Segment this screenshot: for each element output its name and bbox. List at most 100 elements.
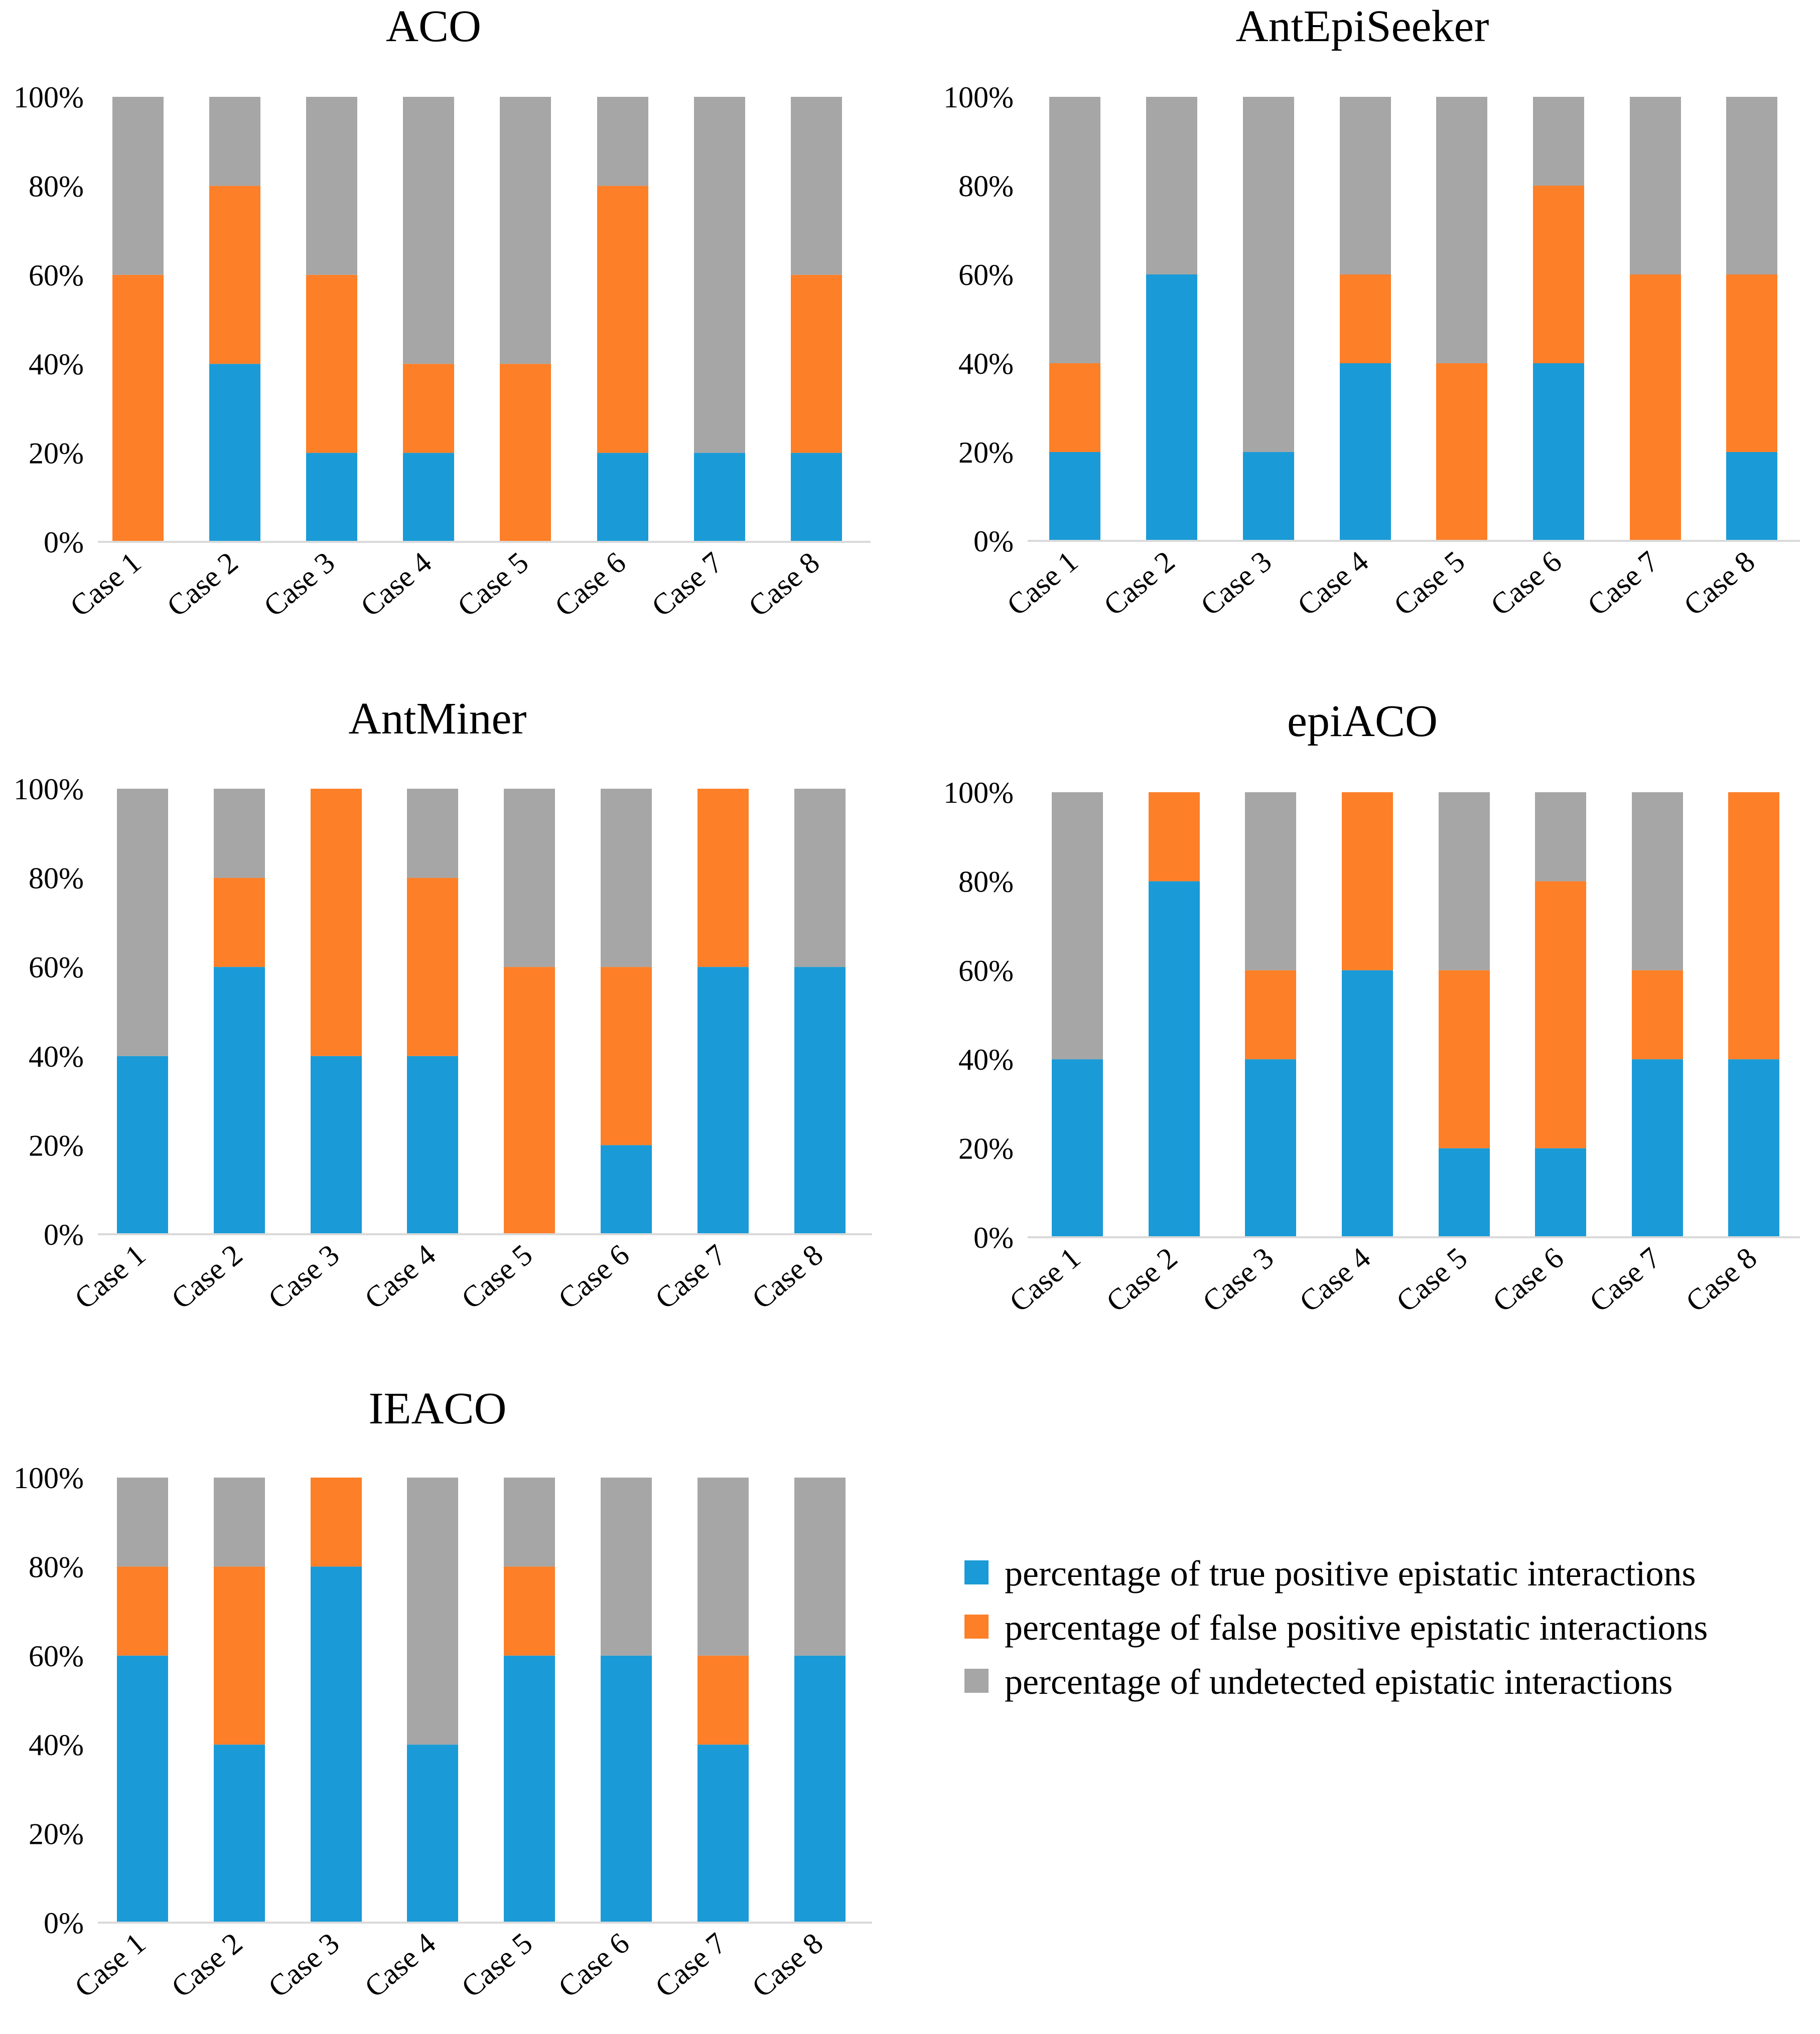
bar-segment-undetected-case-7 bbox=[697, 1478, 749, 1656]
y-tick-label: 100% bbox=[14, 1462, 84, 1495]
bar-segment-undetected-case-1 bbox=[117, 789, 168, 1056]
legend: percentage of true positive epistatic in… bbox=[964, 1553, 1708, 1702]
bar-segment-undetected-case-7 bbox=[1632, 792, 1683, 970]
bar-segment-false-positive-case-7 bbox=[697, 789, 749, 967]
bar-segment-true-positive-case-8 bbox=[791, 453, 842, 542]
bar-segment-undetected-case-7 bbox=[1630, 97, 1681, 274]
bar-segment-undetected-case-2 bbox=[214, 789, 265, 878]
bar-segment-undetected-case-6 bbox=[597, 97, 648, 186]
y-tick-label: 20% bbox=[958, 436, 1014, 469]
bar-segment-false-positive-case-1 bbox=[117, 1566, 168, 1656]
bar-segment-undetected-case-5 bbox=[500, 97, 551, 364]
y-tick-label: 60% bbox=[29, 951, 84, 984]
y-tick-label: 100% bbox=[14, 773, 84, 806]
bar-segment-true-positive-case-7 bbox=[1632, 1059, 1683, 1237]
y-tick-label: 40% bbox=[29, 1040, 84, 1073]
bar-segment-true-positive-case-5 bbox=[1439, 1148, 1490, 1237]
y-tick-label: 40% bbox=[958, 1043, 1014, 1076]
bar-segment-undetected-case-2 bbox=[209, 97, 260, 186]
bar-segment-false-positive-case-3 bbox=[306, 274, 357, 453]
y-tick-label: 20% bbox=[29, 1818, 84, 1851]
bar-segment-true-positive-case-2 bbox=[1149, 881, 1200, 1237]
bar-segment-true-positive-case-6 bbox=[601, 1655, 652, 1923]
bar-segment-true-positive-case-3 bbox=[1245, 1059, 1296, 1237]
legend-swatch-true-positive bbox=[964, 1560, 989, 1584]
bar-segment-true-positive-case-3 bbox=[1243, 452, 1294, 541]
y-tick-label: 20% bbox=[958, 1132, 1014, 1166]
bar-segment-undetected-case-8 bbox=[794, 789, 846, 967]
y-tick-label: 60% bbox=[958, 258, 1014, 292]
y-tick-label: 40% bbox=[958, 347, 1014, 380]
bar-segment-true-positive-case-4 bbox=[1340, 363, 1391, 541]
bar-segment-undetected-case-8 bbox=[791, 97, 842, 275]
bar-segment-undetected-case-4 bbox=[407, 1478, 458, 1745]
y-tick-label: 100% bbox=[943, 81, 1014, 114]
bar-segment-true-positive-case-4 bbox=[407, 1056, 458, 1234]
chart-aco: ACO 0%20%40%60%80%100%Case 1 Case 2 Case 3… bbox=[14, 2, 871, 623]
y-tick-label: 60% bbox=[958, 954, 1014, 987]
y-tick-label: 100% bbox=[943, 776, 1014, 809]
bar-segment-true-positive-case-8 bbox=[1726, 452, 1777, 541]
bar-segment-true-positive-case-1 bbox=[117, 1655, 168, 1923]
bar-segment-true-positive-case-2 bbox=[214, 967, 265, 1234]
legend-label-undetected: percentage of undetected epistatic inter… bbox=[1005, 1662, 1672, 1702]
bar-segment-true-positive-case-3 bbox=[311, 1566, 362, 1923]
bar-segment-false-positive-case-2 bbox=[209, 186, 260, 364]
bar-segment-undetected-case-3 bbox=[1243, 97, 1294, 452]
y-tick-label: 0% bbox=[973, 1221, 1014, 1254]
y-tick-label: 20% bbox=[29, 437, 84, 470]
bar-segment-true-positive-case-3 bbox=[311, 1056, 362, 1234]
bar-segment-undetected-case-5 bbox=[504, 1478, 555, 1567]
bar-segment-undetected-case-3 bbox=[1245, 792, 1296, 970]
legend-label-true-positive: percentage of true positive epistatic in… bbox=[1005, 1553, 1696, 1593]
y-tick-label: 80% bbox=[958, 865, 1014, 898]
y-tick-label: 80% bbox=[958, 170, 1014, 203]
bar-segment-false-positive-case-2 bbox=[214, 1566, 265, 1745]
chart-title: epiACO bbox=[1287, 696, 1438, 746]
bar-segment-true-positive-case-2 bbox=[209, 364, 260, 542]
bar-segment-false-positive-case-2 bbox=[214, 878, 265, 967]
bar-segment-true-positive-case-4 bbox=[1342, 970, 1393, 1237]
bar-segment-undetected-case-3 bbox=[306, 97, 357, 275]
bar-segment-undetected-case-6 bbox=[601, 1478, 652, 1656]
bar-segment-false-positive-case-5 bbox=[500, 364, 551, 542]
bar-segment-false-positive-case-3 bbox=[1245, 970, 1296, 1060]
chart-antepiseeker: AntEpiSeeker 0%20%40%60%80%100%Case 1 Cas… bbox=[943, 2, 1800, 622]
bar-segment-true-positive-case-6 bbox=[1535, 1148, 1586, 1237]
bar-segment-undetected-case-4 bbox=[1340, 97, 1391, 274]
bar-segment-false-positive-case-8 bbox=[1728, 792, 1779, 1060]
bar-segment-undetected-case-6 bbox=[1535, 792, 1586, 882]
bar-segment-false-positive-case-4 bbox=[1342, 792, 1393, 970]
bar-segment-false-positive-case-4 bbox=[403, 364, 454, 453]
y-tick-label: 60% bbox=[29, 1640, 84, 1673]
bar-segment-true-positive-case-4 bbox=[407, 1745, 458, 1923]
bar-segment-undetected-case-5 bbox=[1436, 97, 1487, 363]
bar-segment-false-positive-case-7 bbox=[1632, 970, 1683, 1060]
y-tick-label: 0% bbox=[973, 525, 1014, 558]
bar-segment-undetected-case-8 bbox=[1726, 97, 1777, 274]
bar-segment-undetected-case-1 bbox=[1049, 97, 1100, 363]
bar-segment-false-positive-case-1 bbox=[1049, 363, 1100, 452]
bar-segment-undetected-case-1 bbox=[1052, 792, 1103, 1060]
bar-segment-false-positive-case-4 bbox=[1340, 274, 1391, 363]
bar-segment-undetected-case-6 bbox=[1533, 97, 1584, 186]
chart-title: AntMiner bbox=[349, 694, 527, 744]
bar-segment-false-positive-case-1 bbox=[112, 274, 164, 542]
y-tick-label: 80% bbox=[29, 170, 84, 203]
bar-segment-false-positive-case-5 bbox=[504, 1566, 555, 1656]
legend-swatch-false-positive bbox=[964, 1615, 989, 1639]
y-tick-label: 20% bbox=[29, 1129, 84, 1162]
chart-title: AntEpiSeeker bbox=[1236, 2, 1489, 51]
y-tick-label: 0% bbox=[44, 1907, 84, 1940]
bar-segment-undetected-case-4 bbox=[403, 97, 454, 364]
bar-segment-false-positive-case-7 bbox=[1630, 274, 1681, 541]
y-tick-label: 0% bbox=[44, 1218, 84, 1251]
bar-segment-false-positive-case-4 bbox=[407, 878, 458, 1056]
bar-segment-true-positive-case-8 bbox=[794, 967, 846, 1234]
bar-segment-false-positive-case-3 bbox=[311, 789, 362, 1056]
bar-segment-true-positive-case-1 bbox=[1049, 452, 1100, 541]
legend-swatch-undetected bbox=[964, 1669, 989, 1693]
y-tick-label: 60% bbox=[29, 259, 84, 292]
